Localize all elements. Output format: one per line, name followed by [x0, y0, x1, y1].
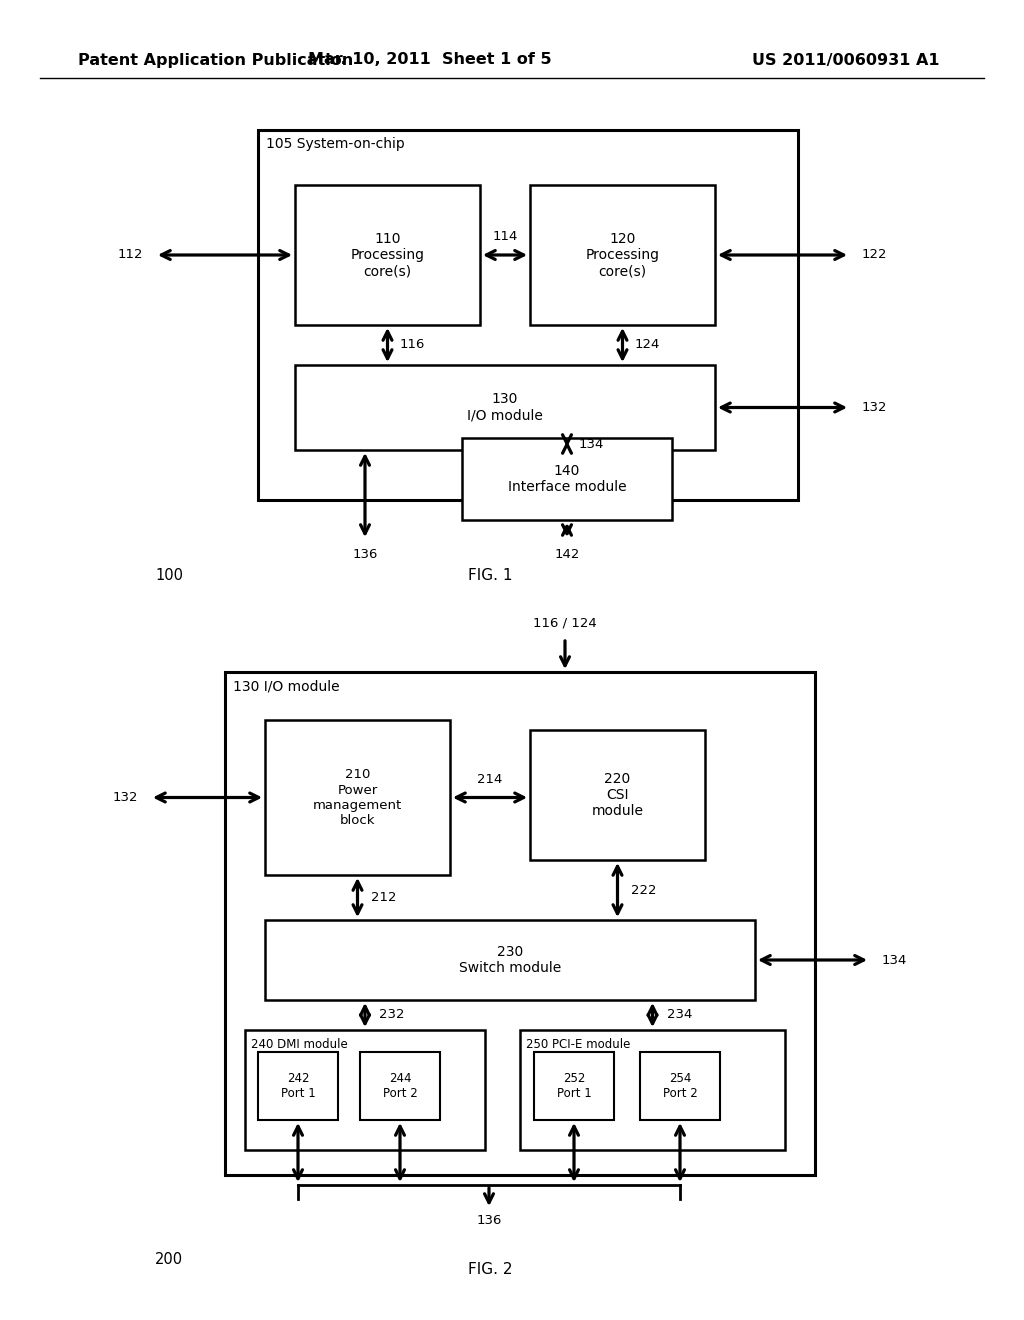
Bar: [534, 1052, 614, 1119]
Text: 232: 232: [379, 1008, 404, 1022]
Text: FIG. 1: FIG. 1: [468, 568, 512, 582]
Text: Mar. 10, 2011  Sheet 1 of 5: Mar. 10, 2011 Sheet 1 of 5: [308, 53, 552, 67]
Bar: [520, 1030, 785, 1150]
Text: 234: 234: [667, 1008, 692, 1022]
Text: 244
Port 2: 244 Port 2: [383, 1072, 418, 1100]
Text: 142: 142: [554, 549, 580, 561]
Text: 116 / 124: 116 / 124: [534, 616, 597, 630]
Text: 140
Interface module: 140 Interface module: [508, 463, 627, 494]
Text: 130 I/O module: 130 I/O module: [233, 678, 340, 693]
Text: 220
CSI
module: 220 CSI module: [592, 772, 643, 818]
Text: 134: 134: [882, 953, 907, 966]
Bar: [295, 366, 715, 450]
Text: 254
Port 2: 254 Port 2: [663, 1072, 697, 1100]
Text: 136: 136: [476, 1213, 502, 1226]
Text: 132: 132: [862, 401, 888, 414]
Text: FIG. 2: FIG. 2: [468, 1262, 512, 1278]
Text: 134: 134: [579, 437, 604, 450]
Text: 212: 212: [372, 891, 397, 904]
Bar: [265, 719, 450, 875]
Text: 222: 222: [632, 883, 657, 896]
Text: 252
Port 1: 252 Port 1: [557, 1072, 592, 1100]
Bar: [225, 672, 815, 1175]
Bar: [462, 438, 672, 520]
Bar: [245, 1030, 485, 1150]
Text: 136: 136: [352, 549, 378, 561]
Bar: [360, 1052, 440, 1119]
Text: 124: 124: [635, 338, 659, 351]
Text: 130
I/O module: 130 I/O module: [467, 392, 543, 422]
Text: 100: 100: [155, 568, 183, 582]
Text: 210
Power
management
block: 210 Power management block: [313, 768, 402, 826]
Text: 200: 200: [155, 1253, 183, 1267]
Text: 120
Processing
core(s): 120 Processing core(s): [586, 232, 659, 279]
Text: 250 PCI-E module: 250 PCI-E module: [526, 1038, 631, 1051]
Text: 242
Port 1: 242 Port 1: [281, 1072, 315, 1100]
Bar: [258, 129, 798, 500]
Text: 110
Processing
core(s): 110 Processing core(s): [350, 232, 425, 279]
Text: 114: 114: [493, 231, 518, 243]
Bar: [530, 730, 705, 861]
Text: 105 System-on-chip: 105 System-on-chip: [266, 137, 404, 150]
Text: 116: 116: [399, 338, 425, 351]
Bar: [640, 1052, 720, 1119]
Text: US 2011/0060931 A1: US 2011/0060931 A1: [753, 53, 940, 67]
Text: 240 DMI module: 240 DMI module: [251, 1038, 348, 1051]
Bar: [295, 185, 480, 325]
Text: 230
Switch module: 230 Switch module: [459, 945, 561, 975]
Text: 112: 112: [118, 248, 143, 261]
Text: 214: 214: [477, 774, 503, 785]
Bar: [258, 1052, 338, 1119]
Text: Patent Application Publication: Patent Application Publication: [78, 53, 353, 67]
Text: 122: 122: [862, 248, 888, 261]
Text: 132: 132: [113, 791, 138, 804]
Bar: [265, 920, 755, 1001]
Bar: [530, 185, 715, 325]
